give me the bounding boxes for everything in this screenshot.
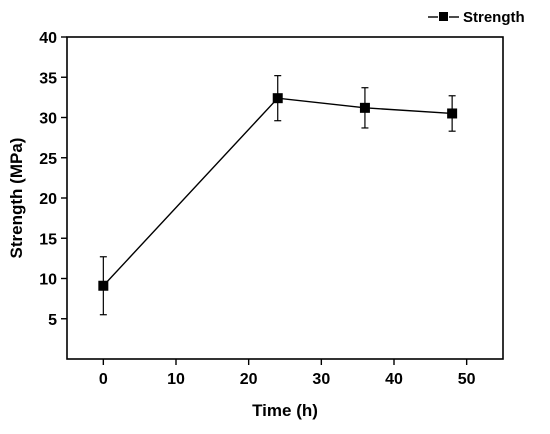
series-layer [98, 75, 458, 316]
y-tick-label: 35 [39, 70, 57, 87]
x-tick-label: 40 [385, 371, 403, 388]
y-tick-label: 25 [39, 151, 57, 168]
x-tick-label: 30 [312, 371, 330, 388]
x-axis: 0 10 20 30 40 50 [99, 359, 476, 388]
x-tick-label: 50 [458, 371, 476, 388]
data-point [98, 280, 109, 291]
plot-frame [66, 36, 504, 360]
legend-label: Strength [463, 9, 525, 26]
x-tick-label: 20 [240, 371, 258, 388]
x-tick-label: 10 [167, 371, 185, 388]
y-axis-title: Strength (MPa) [7, 138, 26, 259]
series-line [102, 97, 453, 287]
data-point [447, 108, 458, 119]
y-tick-label: 5 [48, 312, 57, 329]
legend: Strength [428, 9, 525, 26]
y-tick-label: 10 [39, 272, 57, 289]
legend-marker [439, 12, 448, 21]
y-axis: 5 10 15 20 25 30 35 40 [39, 30, 67, 329]
y-tick-label: 30 [39, 111, 57, 128]
y-tick-label: 15 [39, 231, 57, 248]
x-axis-title: Time (h) [252, 401, 318, 420]
data-point [272, 93, 283, 104]
data-point [359, 102, 370, 113]
x-tick-label: 0 [99, 371, 108, 388]
y-tick-label: 20 [39, 191, 57, 208]
y-tick-label: 40 [39, 30, 57, 47]
